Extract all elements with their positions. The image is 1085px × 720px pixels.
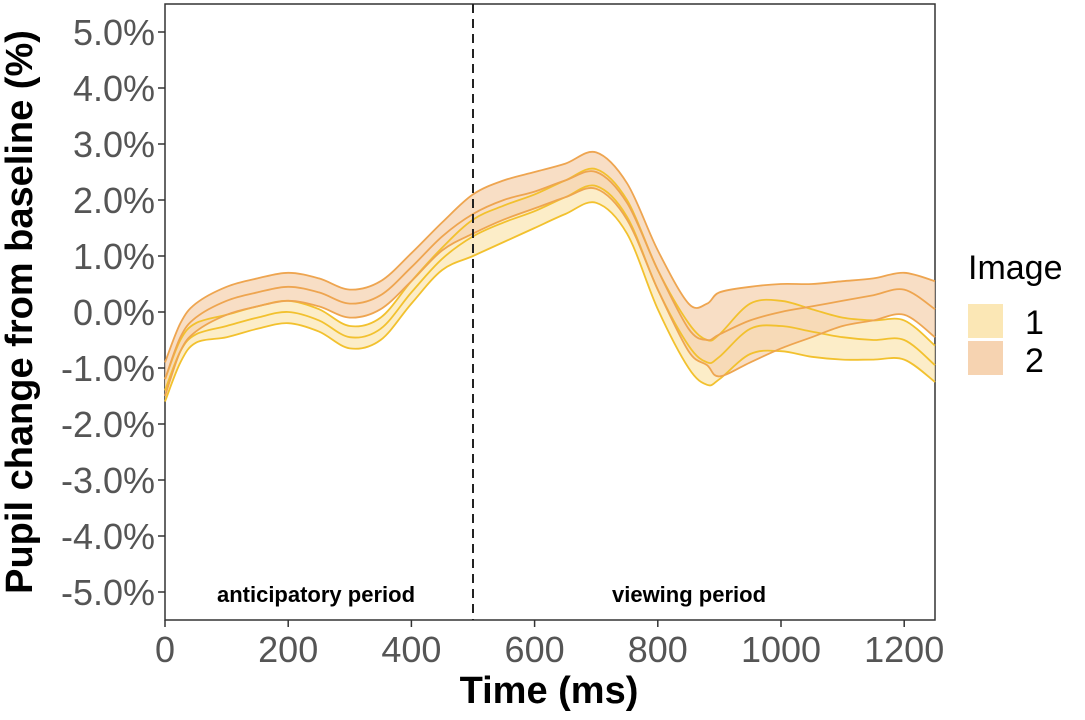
legend-title: Image	[968, 249, 1063, 287]
x-tick-label: 400	[381, 629, 441, 670]
annotation-viewing: viewing period	[612, 582, 766, 607]
y-axis-ticks: -5.0% -4.0% -3.0% -2.0% -1.0% 0.0% 1.0% 2.0% 3.0…	[61, 12, 165, 613]
legend-label-2: 2	[1025, 342, 1044, 380]
x-axis-ticks: 0 200 400 600 800 1000 1200	[155, 620, 944, 670]
legend: Image 1 2	[968, 249, 1063, 380]
annotation-anticipatory: anticipatory period	[217, 582, 415, 607]
series-lines	[164, 150, 936, 402]
legend-key-1	[968, 304, 1003, 338]
legend-key-2	[968, 341, 1003, 375]
y-tick-label: -1.0%	[61, 348, 155, 389]
y-tick-label: -2.0%	[61, 404, 155, 445]
lower-line-series-2	[164, 187, 936, 397]
y-tick-label: -4.0%	[61, 516, 155, 557]
y-axis-title: Pupil change from baseline (%)	[0, 30, 41, 594]
y-tick-label: 2.0%	[73, 180, 155, 221]
legend-label-1: 1	[1025, 304, 1044, 342]
y-tick-label: 5.0%	[73, 12, 155, 53]
x-tick-label: 800	[628, 629, 688, 670]
y-tick-label: 3.0%	[73, 124, 155, 165]
x-tick-label: 0	[155, 629, 175, 670]
y-tick-label: 1.0%	[73, 236, 155, 277]
x-tick-label: 600	[505, 629, 565, 670]
x-axis-title: Time (ms)	[460, 670, 639, 712]
y-tick-label: -3.0%	[61, 460, 155, 501]
y-tick-label: 4.0%	[73, 68, 155, 109]
mean-line-series-2	[164, 170, 936, 380]
x-tick-label: 200	[258, 629, 318, 670]
upper-line-series-2	[164, 150, 936, 363]
x-tick-label: 1000	[741, 629, 821, 670]
mean-line-series-1	[164, 184, 936, 391]
y-tick-label: 0.0%	[73, 292, 155, 333]
lower-line-series-1	[164, 201, 936, 402]
y-tick-label: -5.0%	[61, 572, 155, 613]
x-tick-label: 1200	[864, 629, 944, 670]
